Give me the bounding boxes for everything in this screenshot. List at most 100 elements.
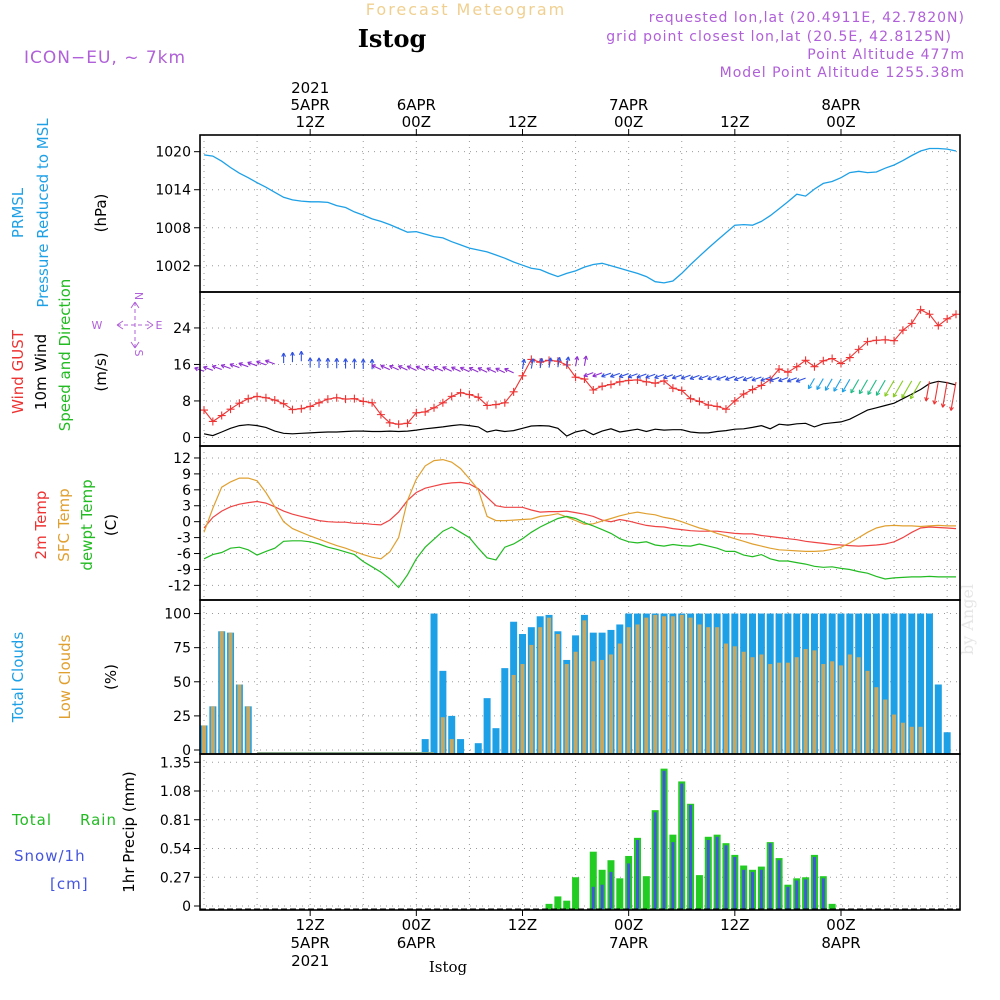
gust-marker [898, 326, 907, 335]
gust-marker [677, 386, 686, 395]
gust-marker [376, 410, 385, 419]
gust-marker [465, 390, 474, 399]
y-tick-label: 0 [182, 743, 191, 759]
wind-arrow [407, 365, 417, 371]
snow-bar [609, 871, 613, 910]
y-tick-label: 1.35 [160, 755, 191, 771]
low-cloud-bar [794, 657, 799, 754]
low-cloud-bar [555, 634, 560, 754]
snow-bar [812, 857, 816, 910]
low-cloud-bar [865, 670, 870, 754]
wind-arrow [707, 375, 718, 380]
time-label-top: 12Z [295, 113, 324, 131]
wind-arrow [539, 358, 543, 369]
time-label-top: 5APR [291, 96, 330, 114]
gust-marker [536, 358, 545, 367]
low-cloud-bar [564, 664, 569, 754]
wind-arrow-head [841, 388, 847, 393]
gust-marker [385, 418, 394, 427]
low-cloud-bar [608, 654, 613, 754]
compass-w: W [92, 319, 103, 332]
point-altitude: Point Altitude 477m [807, 47, 965, 63]
label-2m-temp: 2m Temp [32, 491, 50, 560]
gust-line [203, 308, 957, 425]
gust-marker [872, 336, 881, 345]
gust-marker [801, 356, 810, 365]
wind-arrow [592, 372, 603, 377]
wind-arrow-head [901, 393, 906, 399]
gust-marker [810, 362, 819, 371]
wind-arrow [833, 378, 842, 392]
wind-arrow-head [654, 374, 659, 380]
wind-arrow [698, 375, 709, 380]
gust-marker [907, 319, 916, 328]
snow-bar [733, 857, 737, 910]
total-cloud-bar [943, 732, 951, 754]
wind-arrow [424, 366, 435, 372]
gust-marker [916, 305, 925, 314]
wind-arrow [769, 376, 780, 382]
low-cloud-bar [741, 651, 746, 754]
wind-arrow-head [343, 358, 348, 363]
wind-arrow [380, 364, 391, 371]
wind-arrow [442, 366, 452, 372]
wind-arrow [460, 367, 470, 373]
wind-arrow-head [795, 378, 801, 383]
rain-bar [642, 876, 650, 910]
total-cloud-bar [917, 613, 925, 754]
gust-marker [491, 400, 500, 409]
wind-arrow [477, 367, 488, 373]
gust-marker [270, 396, 279, 405]
gust-marker [943, 314, 952, 323]
wind-arrow-head [389, 364, 394, 370]
wind-arrow-head [433, 366, 438, 371]
snow-bar [759, 869, 763, 910]
gust-marker [615, 377, 624, 386]
low-cloud-bar [856, 657, 861, 754]
wind-arrow [212, 365, 222, 370]
gust-marker [686, 394, 695, 403]
low-cloud-bar [900, 722, 905, 754]
low-cloud-bar [812, 650, 817, 754]
gust-marker [952, 310, 960, 319]
total-cloud-bar [890, 613, 898, 754]
wind-arrow-head [824, 386, 830, 391]
low-cloud-bar [538, 627, 543, 754]
compass-e: E [156, 319, 163, 332]
wind-arrow-head [698, 375, 703, 381]
gust-marker [297, 404, 306, 413]
wind-arrow-head [325, 357, 331, 362]
low-cloud-bar [440, 717, 445, 754]
wind-arrow-head [229, 363, 235, 368]
wind-arrow [867, 379, 877, 395]
legend-rain: Rain [80, 811, 117, 829]
low-cloud-bar [202, 725, 206, 754]
time-label-top: 00Z [826, 113, 855, 131]
gust-marker [571, 373, 580, 382]
wind-arrow [933, 381, 939, 405]
wind-arrow-head [238, 362, 243, 367]
total-cloud-bar [934, 684, 942, 754]
wind-arrow-head [833, 387, 838, 392]
y-tick-label: 0 [182, 899, 191, 915]
gust-marker [500, 398, 509, 407]
wind-arrow-head [316, 357, 322, 362]
legend-cm: [cm] [50, 875, 89, 893]
y-tick-label: 6 [182, 483, 191, 499]
wind-arrow [636, 373, 647, 378]
y-tick-label: 0.54 [160, 842, 191, 858]
time-label-top: 12Z [508, 113, 537, 131]
gust-marker [819, 356, 828, 365]
wind-arrow [807, 378, 815, 390]
wind-arrow-head [680, 375, 686, 380]
wind-arrow-head [663, 374, 668, 380]
snow-bar [804, 879, 808, 910]
y-tick-label: 0.81 [160, 813, 191, 829]
snow-bar [680, 783, 684, 910]
y-tick-label: 0 [182, 430, 191, 446]
wind-arrow-head [778, 377, 783, 383]
gust-marker [518, 371, 527, 380]
wind-arrow [841, 378, 851, 393]
y-tick-label: 9 [182, 467, 191, 483]
sfc-temp-line [203, 458, 956, 560]
